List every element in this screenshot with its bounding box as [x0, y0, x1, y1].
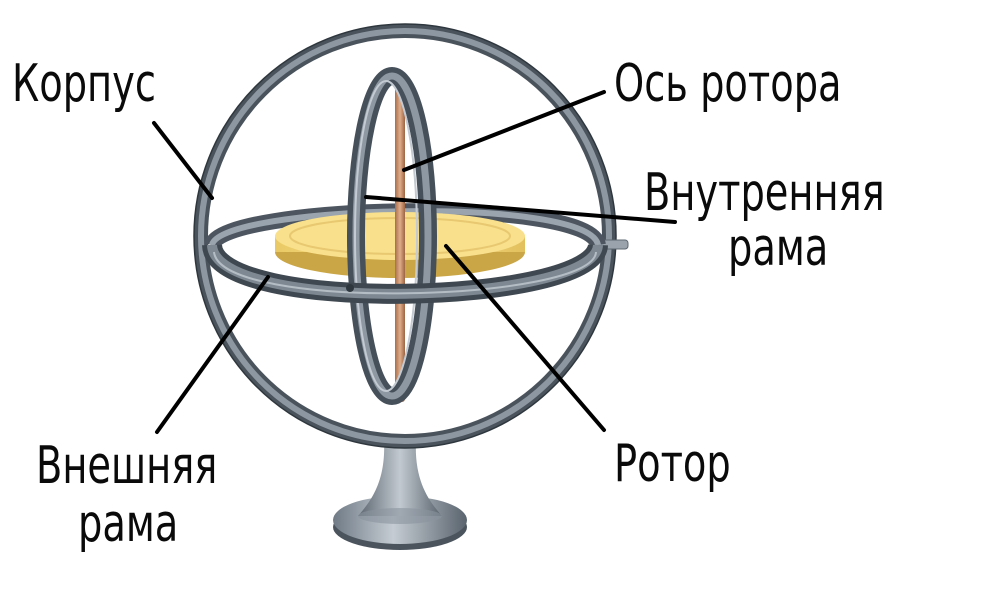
leader-housing	[152, 121, 214, 200]
leader-rotor	[444, 244, 606, 432]
label-outer-frame-line2: рама	[78, 494, 179, 554]
rotor-axis	[395, 72, 405, 402]
leader-rotor-axis	[402, 90, 606, 172]
leader-lines	[152, 90, 677, 434]
leader-outer-frame	[155, 275, 270, 434]
leader-inner-frame	[364, 195, 677, 224]
label-inner-frame-line2: рама	[728, 218, 829, 278]
label-rotor-axis: Ось ротора	[614, 54, 842, 114]
label-outer-frame-line1: Внешняя	[36, 436, 218, 496]
inner-frame-ring	[347, 67, 437, 405]
housing-ring	[193, 23, 617, 449]
stand	[333, 440, 467, 550]
label-inner-frame-line1: Внутренняя	[644, 163, 885, 223]
label-housing: Корпус	[12, 54, 156, 114]
label-rotor: Ротор	[614, 434, 731, 494]
outer-frame-front	[202, 242, 608, 304]
